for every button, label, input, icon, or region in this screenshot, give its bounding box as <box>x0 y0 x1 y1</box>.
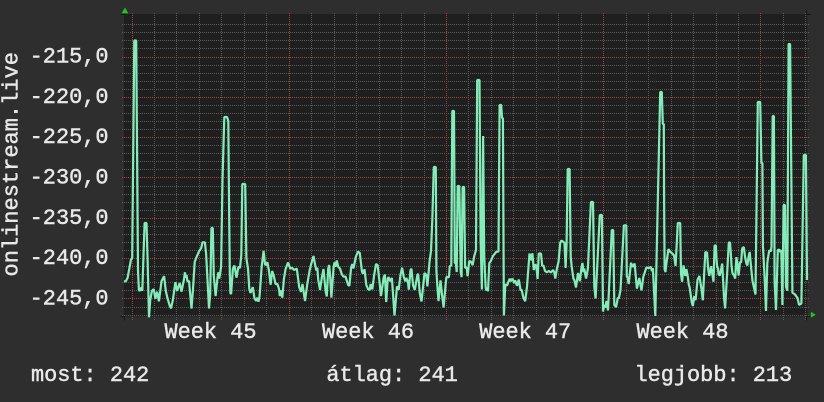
svg-text:-220,0: -220,0 <box>30 85 109 110</box>
svg-text:-240,0: -240,0 <box>30 246 109 271</box>
svg-text:átlag: 241: átlag: 241 <box>326 363 457 388</box>
svg-text:Week 46: Week 46 <box>322 320 414 345</box>
svg-text:-230,0: -230,0 <box>30 166 109 191</box>
svg-text:-245,0: -245,0 <box>30 287 109 312</box>
svg-text:onlinestream.live: onlinestream.live <box>0 52 25 276</box>
svg-text:-235,0: -235,0 <box>30 206 109 231</box>
svg-text:Week 45: Week 45 <box>165 320 257 345</box>
svg-text:legjobb: 213: legjobb: 213 <box>635 363 793 388</box>
svg-text:Week 48: Week 48 <box>637 320 729 345</box>
svg-text:-215,0: -215,0 <box>30 45 109 70</box>
svg-text:most: 242: most: 242 <box>31 363 149 388</box>
svg-text:-225,0: -225,0 <box>30 125 109 150</box>
svg-text:Week 47: Week 47 <box>479 320 571 345</box>
